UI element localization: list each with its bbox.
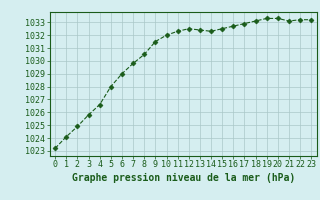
X-axis label: Graphe pression niveau de la mer (hPa): Graphe pression niveau de la mer (hPa) [72, 173, 295, 183]
